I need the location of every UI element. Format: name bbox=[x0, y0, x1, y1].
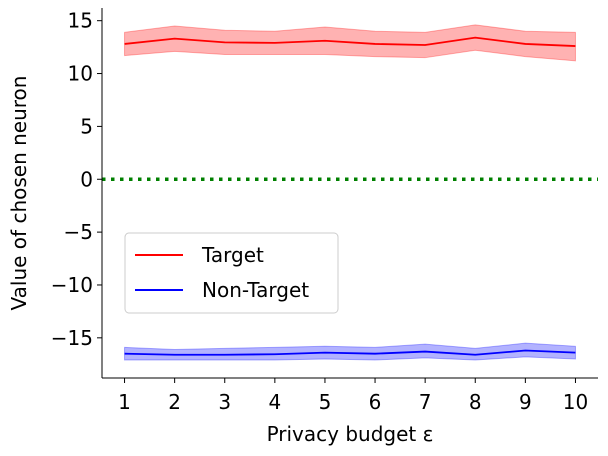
series-line-non-target bbox=[124, 349, 576, 356]
x-tick-label: 8 bbox=[469, 390, 482, 414]
legend-box bbox=[124, 232, 339, 314]
x-tick-label: 2 bbox=[168, 390, 181, 414]
axes bbox=[101, 8, 598, 379]
series-line-target bbox=[124, 36, 576, 47]
x-tick-label: 7 bbox=[419, 390, 432, 414]
x-tick-label: 3 bbox=[218, 390, 231, 414]
x-tick-label: 10 bbox=[563, 390, 588, 414]
y-tick-label: 5 bbox=[80, 114, 93, 138]
y-tick-label: −5 bbox=[64, 220, 93, 244]
legend-label-non-target: Non-Target bbox=[202, 278, 309, 302]
legend: Target Non-Target bbox=[124, 232, 339, 314]
y-tick-label: −10 bbox=[51, 273, 93, 297]
legend-label-target: Target bbox=[201, 243, 264, 267]
x-tick-label: 1 bbox=[118, 390, 131, 414]
x-tick-label: 6 bbox=[369, 390, 382, 414]
y-tick-label: −15 bbox=[51, 326, 93, 350]
y-ticks: −15 −10 −5 0 5 10 15 bbox=[51, 9, 102, 350]
y-tick-label: 0 bbox=[80, 167, 93, 191]
x-tick-label: 4 bbox=[268, 390, 281, 414]
x-tick-label: 5 bbox=[319, 390, 332, 414]
x-axis-label: Privacy budget ε bbox=[267, 422, 434, 446]
x-ticks: 1 2 3 4 5 6 7 8 9 10 bbox=[118, 378, 588, 414]
y-axis-label: Value of chosen neuron bbox=[7, 76, 31, 311]
y-tick-label: 15 bbox=[68, 9, 93, 33]
x-tick-label: 9 bbox=[519, 390, 532, 414]
series-lines bbox=[124, 36, 576, 356]
y-tick-label: 10 bbox=[68, 62, 93, 86]
band-non-target bbox=[124, 342, 576, 361]
